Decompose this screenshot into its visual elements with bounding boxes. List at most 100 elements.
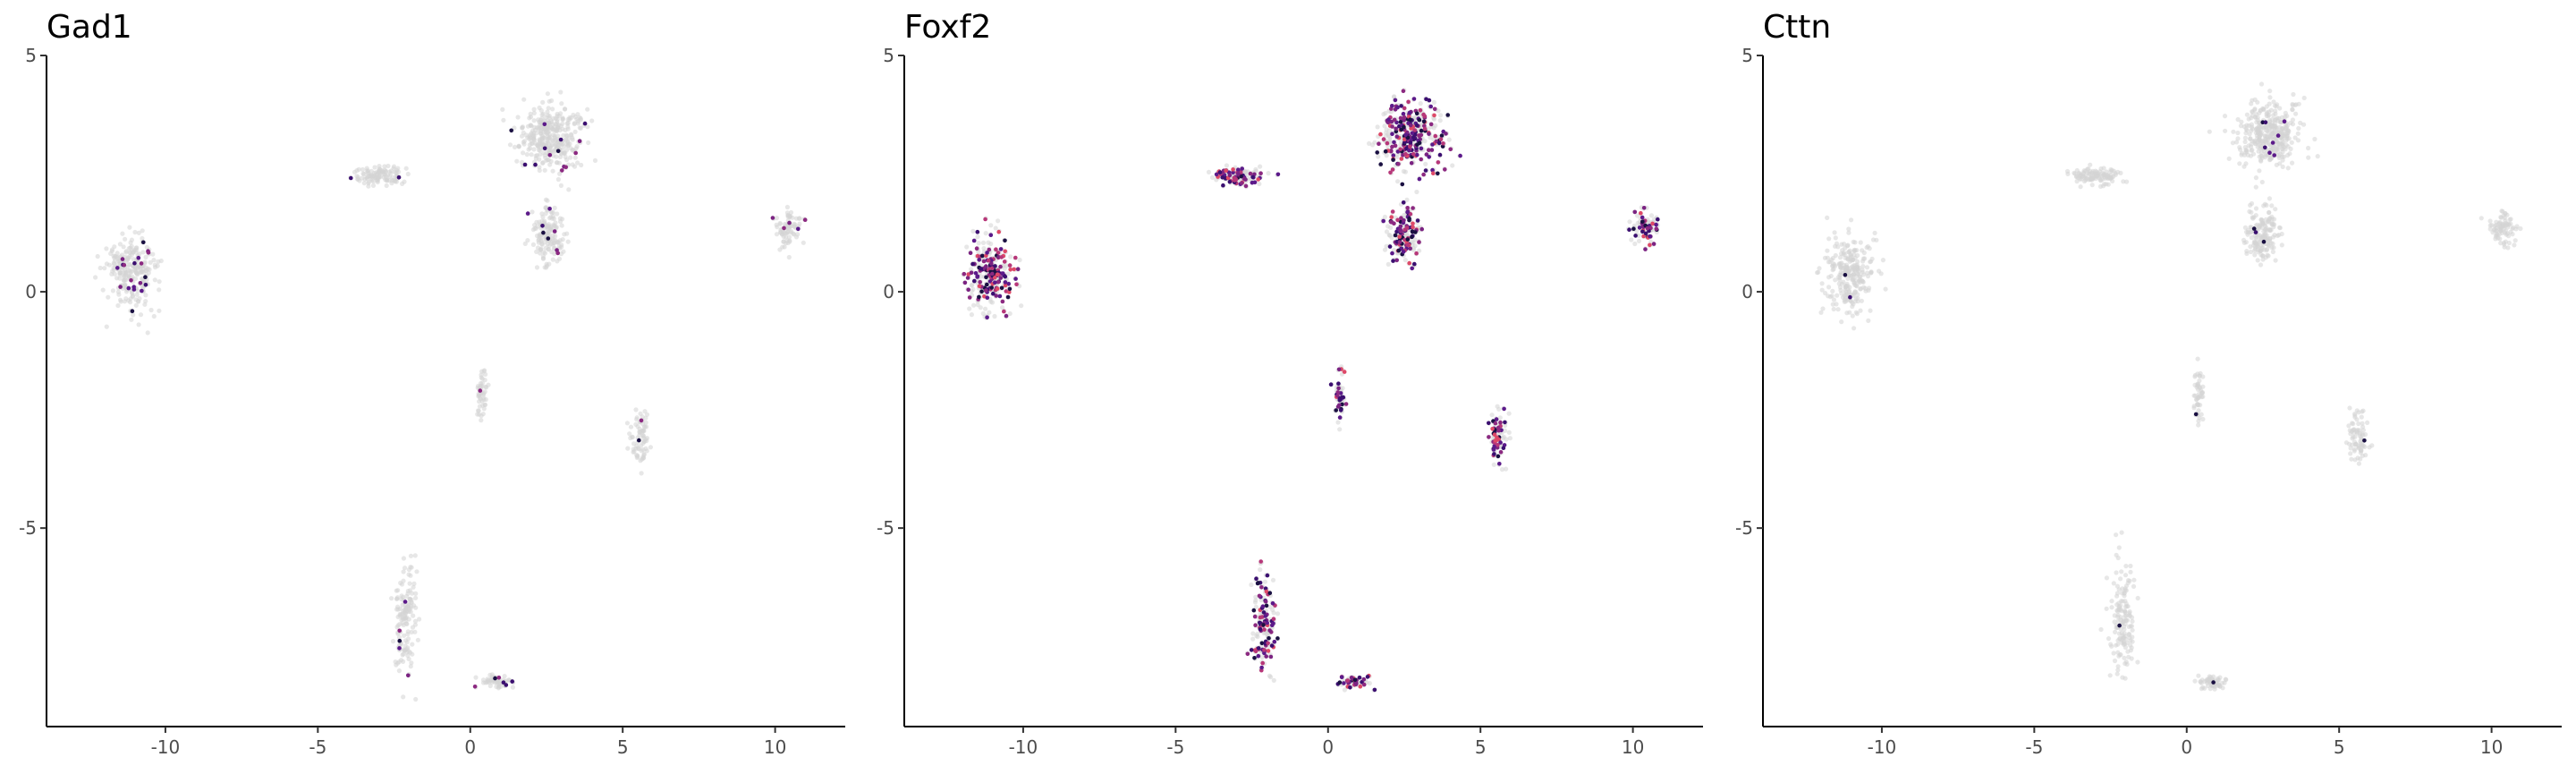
cell-point [980,240,987,245]
x-tick-label: -10 [1009,736,1038,758]
cell-point [644,424,649,430]
cell-point [2263,226,2268,232]
expressing-cell-point [985,251,989,255]
cell-point [1831,297,1836,302]
cell-point [2503,211,2508,217]
cell-point [986,240,991,245]
cell-point [2089,183,2095,188]
cell-point [1860,256,1866,261]
cell-point [2259,225,2265,230]
cell-point [2301,122,2307,127]
cell-point [388,171,394,176]
expressing-cell-point [1627,227,1631,232]
cell-point [641,429,647,434]
cell-point [2248,249,2254,255]
cell-point [559,148,565,153]
expressing-cell-point [1419,226,1424,232]
expressing-cell-point [1214,172,1219,177]
expressing-cell-point [966,272,970,276]
cell-point [2064,168,2071,174]
expressing-cell-point [787,220,792,225]
cell-point [2226,156,2232,161]
cell-point [2356,461,2361,466]
cell-point [2285,131,2291,136]
expressing-cell-point [1217,170,1223,174]
expressing-cell-point [1424,97,1428,102]
expressing-cell-point [1000,271,1005,276]
cell-point [549,120,555,125]
expressing-cell-point [1399,127,1404,132]
cell-point [555,211,560,217]
cell-point [1267,604,1273,610]
cell-point [2254,132,2259,139]
expressing-cell-point [1387,244,1393,249]
expressing-cell-point [1402,106,1407,111]
cell-point [540,214,546,219]
expressing-cell-point [1337,415,1343,420]
expressing-cell-point [1396,162,1401,166]
cell-point [136,322,141,327]
expressing-cell-point [1253,649,1258,654]
cell-point [797,221,802,226]
expressing-cell-point [975,274,980,279]
cell-point [123,296,129,302]
cell-point [564,141,570,147]
cell-point [2130,627,2135,633]
cell-point [2264,111,2269,116]
expressing-cell-point [1421,172,1426,177]
expressing-cell-point [1003,238,1007,243]
cell-point [796,216,802,221]
cell-point [534,265,540,270]
cell-point [2296,125,2301,132]
cell-point [2487,226,2493,232]
expressing-cell-point [1417,240,1421,244]
expressing-cell-point [1383,149,1388,154]
cell-point [2216,683,2222,688]
cell-point [158,258,164,264]
cell-point [2255,258,2260,263]
expressing-cell-point [139,261,144,266]
cell-point [1817,266,1822,271]
expressing-cell-point [981,266,987,271]
expressing-cell-point [1395,105,1400,110]
expressing-cell-point [1236,172,1241,176]
cell-point [143,293,148,298]
expressing-cell-point [1502,406,1506,412]
expressing-cell-point [1417,176,1422,182]
cell-point [537,157,542,162]
cell-point [2128,563,2133,569]
expressing-cell-point [143,283,148,287]
cell-point [2079,174,2084,180]
expressing-cell-point [136,255,141,260]
cell-point [2130,618,2135,625]
cell-point [2298,120,2303,125]
cell-point [401,647,406,652]
expressing-cell-point [522,162,528,167]
cell-point [976,241,981,246]
expressing-cell-point [1014,282,1019,287]
cell-point [2196,395,2201,400]
expressing-cell-point [1265,573,1270,578]
cell-point [545,198,550,203]
expressing-cell-point [1403,132,1408,138]
cell-point [1632,241,1638,247]
x-tick-label: 10 [764,736,786,758]
cell-point [2262,124,2267,130]
cell-point [100,287,106,293]
cell-point [400,181,405,186]
cell-point [526,147,531,152]
x-tick-label: 5 [2334,736,2345,758]
cell-point [2123,617,2129,623]
cell-point [774,222,779,227]
cell-point [540,160,546,166]
cell-point [362,176,368,182]
expressing-cell-point [1361,676,1367,682]
cell-point [1830,288,1835,293]
cell-point [2363,453,2368,458]
cell-point [2346,423,2351,429]
expressing-cell-point [1003,274,1008,279]
cell-point [2267,227,2273,233]
expressing-cell-point [1408,123,1413,128]
cell-point [2275,144,2280,149]
expressing-cell-point [541,230,546,235]
